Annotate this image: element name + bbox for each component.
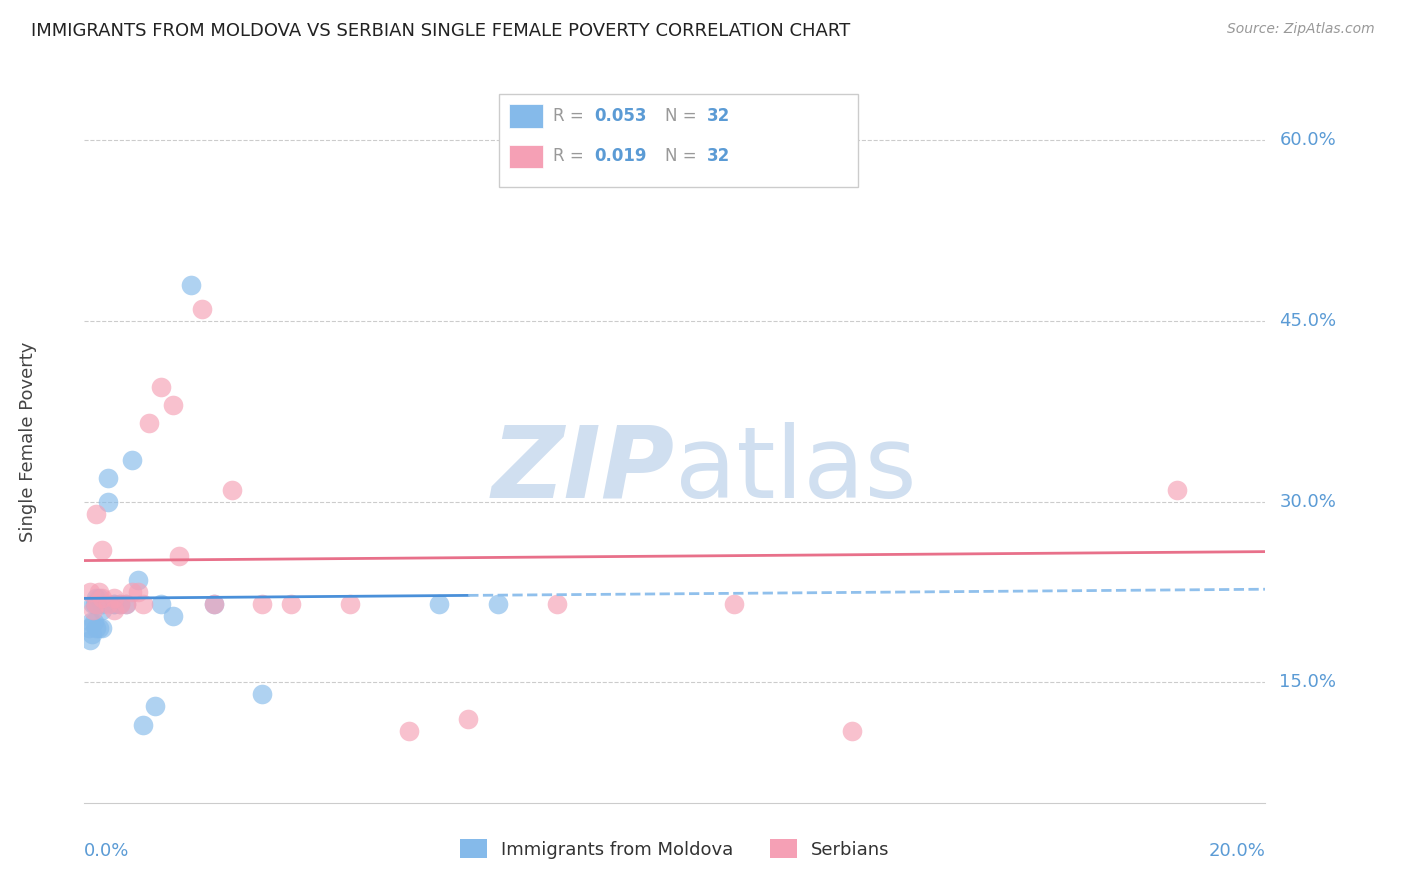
Point bbox=[150, 380, 173, 394]
Point bbox=[162, 609, 184, 624]
Point bbox=[103, 597, 125, 611]
Text: Single Female Poverty: Single Female Poverty bbox=[18, 342, 37, 541]
Point bbox=[132, 717, 155, 731]
Point bbox=[138, 417, 160, 431]
Point bbox=[250, 687, 273, 701]
Text: R =: R = bbox=[553, 107, 583, 125]
Point bbox=[132, 597, 155, 611]
Text: 0.0%: 0.0% bbox=[84, 842, 129, 860]
Point bbox=[86, 597, 108, 611]
Point bbox=[250, 597, 273, 611]
Point bbox=[162, 398, 184, 412]
Point bbox=[339, 597, 361, 611]
Point bbox=[457, 712, 479, 726]
Point bbox=[77, 621, 100, 635]
Point bbox=[97, 597, 120, 611]
Text: IMMIGRANTS FROM MOLDOVA VS SERBIAN SINGLE FEMALE POVERTY CORRELATION CHART: IMMIGRANTS FROM MOLDOVA VS SERBIAN SINGL… bbox=[31, 22, 851, 40]
Point bbox=[108, 597, 131, 611]
Point bbox=[280, 597, 302, 611]
Point bbox=[114, 597, 136, 611]
Point bbox=[80, 627, 103, 641]
Point bbox=[84, 591, 107, 606]
Point bbox=[103, 591, 125, 606]
Point bbox=[398, 723, 420, 738]
Text: atlas: atlas bbox=[675, 422, 917, 519]
Text: Source: ZipAtlas.com: Source: ZipAtlas.com bbox=[1227, 22, 1375, 37]
Point bbox=[108, 597, 131, 611]
Point bbox=[91, 591, 114, 606]
Text: 32: 32 bbox=[707, 147, 731, 165]
Point bbox=[91, 597, 114, 611]
Point bbox=[143, 699, 166, 714]
Point bbox=[82, 597, 104, 611]
Point bbox=[427, 597, 450, 611]
Point bbox=[127, 573, 149, 587]
Point bbox=[841, 723, 863, 738]
Point bbox=[80, 615, 103, 630]
Text: 30.0%: 30.0% bbox=[1279, 492, 1336, 511]
Point bbox=[103, 597, 125, 611]
Point bbox=[91, 603, 114, 617]
Point bbox=[82, 603, 104, 617]
Text: R =: R = bbox=[553, 147, 583, 165]
Point bbox=[191, 301, 214, 316]
Point bbox=[121, 585, 143, 599]
Point bbox=[103, 603, 125, 617]
Text: 0.053: 0.053 bbox=[595, 107, 647, 125]
Point bbox=[723, 597, 745, 611]
Point bbox=[486, 597, 509, 611]
Point bbox=[121, 452, 143, 467]
Point bbox=[87, 621, 111, 635]
Point bbox=[79, 633, 101, 648]
Point bbox=[180, 277, 202, 292]
Point bbox=[167, 549, 190, 563]
Text: N =: N = bbox=[665, 107, 696, 125]
Point bbox=[87, 591, 111, 606]
Point bbox=[83, 615, 105, 630]
Point bbox=[84, 597, 107, 611]
Text: 32: 32 bbox=[707, 107, 731, 125]
Point bbox=[91, 542, 114, 557]
Point bbox=[84, 621, 107, 635]
Text: 45.0%: 45.0% bbox=[1279, 312, 1337, 330]
Point bbox=[114, 597, 136, 611]
Point bbox=[91, 621, 114, 635]
Point bbox=[84, 597, 107, 611]
Point bbox=[87, 585, 111, 599]
Text: 15.0%: 15.0% bbox=[1279, 673, 1336, 691]
Text: 0.019: 0.019 bbox=[595, 147, 647, 165]
Point bbox=[202, 597, 225, 611]
Point bbox=[605, 152, 627, 166]
Text: ZIP: ZIP bbox=[492, 422, 675, 519]
Point bbox=[97, 470, 120, 484]
Text: 20.0%: 20.0% bbox=[1209, 842, 1265, 860]
Text: N =: N = bbox=[665, 147, 696, 165]
Point bbox=[84, 507, 107, 521]
Point bbox=[1166, 483, 1188, 497]
Point bbox=[546, 597, 568, 611]
Point bbox=[79, 585, 101, 599]
Point bbox=[127, 585, 149, 599]
Point bbox=[221, 483, 243, 497]
Point bbox=[97, 494, 120, 508]
Text: 60.0%: 60.0% bbox=[1279, 131, 1336, 150]
Legend: Immigrants from Moldova, Serbians: Immigrants from Moldova, Serbians bbox=[453, 832, 897, 866]
Point bbox=[150, 597, 173, 611]
Point bbox=[202, 597, 225, 611]
